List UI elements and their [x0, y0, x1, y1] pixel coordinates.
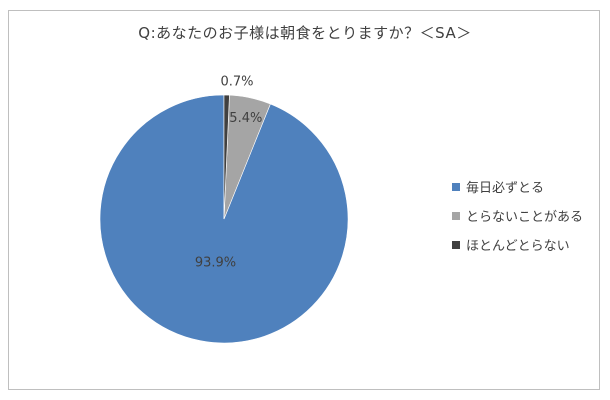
data-label-every-day: 93.9%	[195, 255, 236, 270]
legend-item-sometimes-skip: とらないことがある	[452, 201, 583, 230]
pie-slice-rarely	[223, 94, 230, 220]
legend-swatch-sometimes-skip	[452, 211, 460, 220]
data-label-rarely: 0.7%	[220, 75, 253, 90]
legend-item-every-day: 毎日必ずとる	[452, 172, 583, 201]
legend-swatch-rarely	[452, 240, 460, 249]
data-label-sometimes-skip: 5.4%	[229, 111, 262, 126]
legend-swatch-every-day	[452, 182, 460, 191]
pie-data-labels: 93.9% 5.4% 0.7%	[195, 75, 262, 271]
pie-slices	[99, 94, 349, 344]
legend-label-sometimes-skip: とらないことがある	[466, 210, 584, 225]
legend: 毎日必ずとる とらないことがある ほとんどとらない	[452, 172, 583, 259]
chart-title: Q:あなたのお子様は朝食をとりますか？＜SA＞	[138, 24, 472, 42]
legend-label-rarely: ほとんどとらない	[466, 239, 570, 254]
legend-label-every-day: 毎日必ずとる	[466, 181, 545, 196]
legend-item-rarely: ほとんどとらない	[452, 230, 583, 259]
